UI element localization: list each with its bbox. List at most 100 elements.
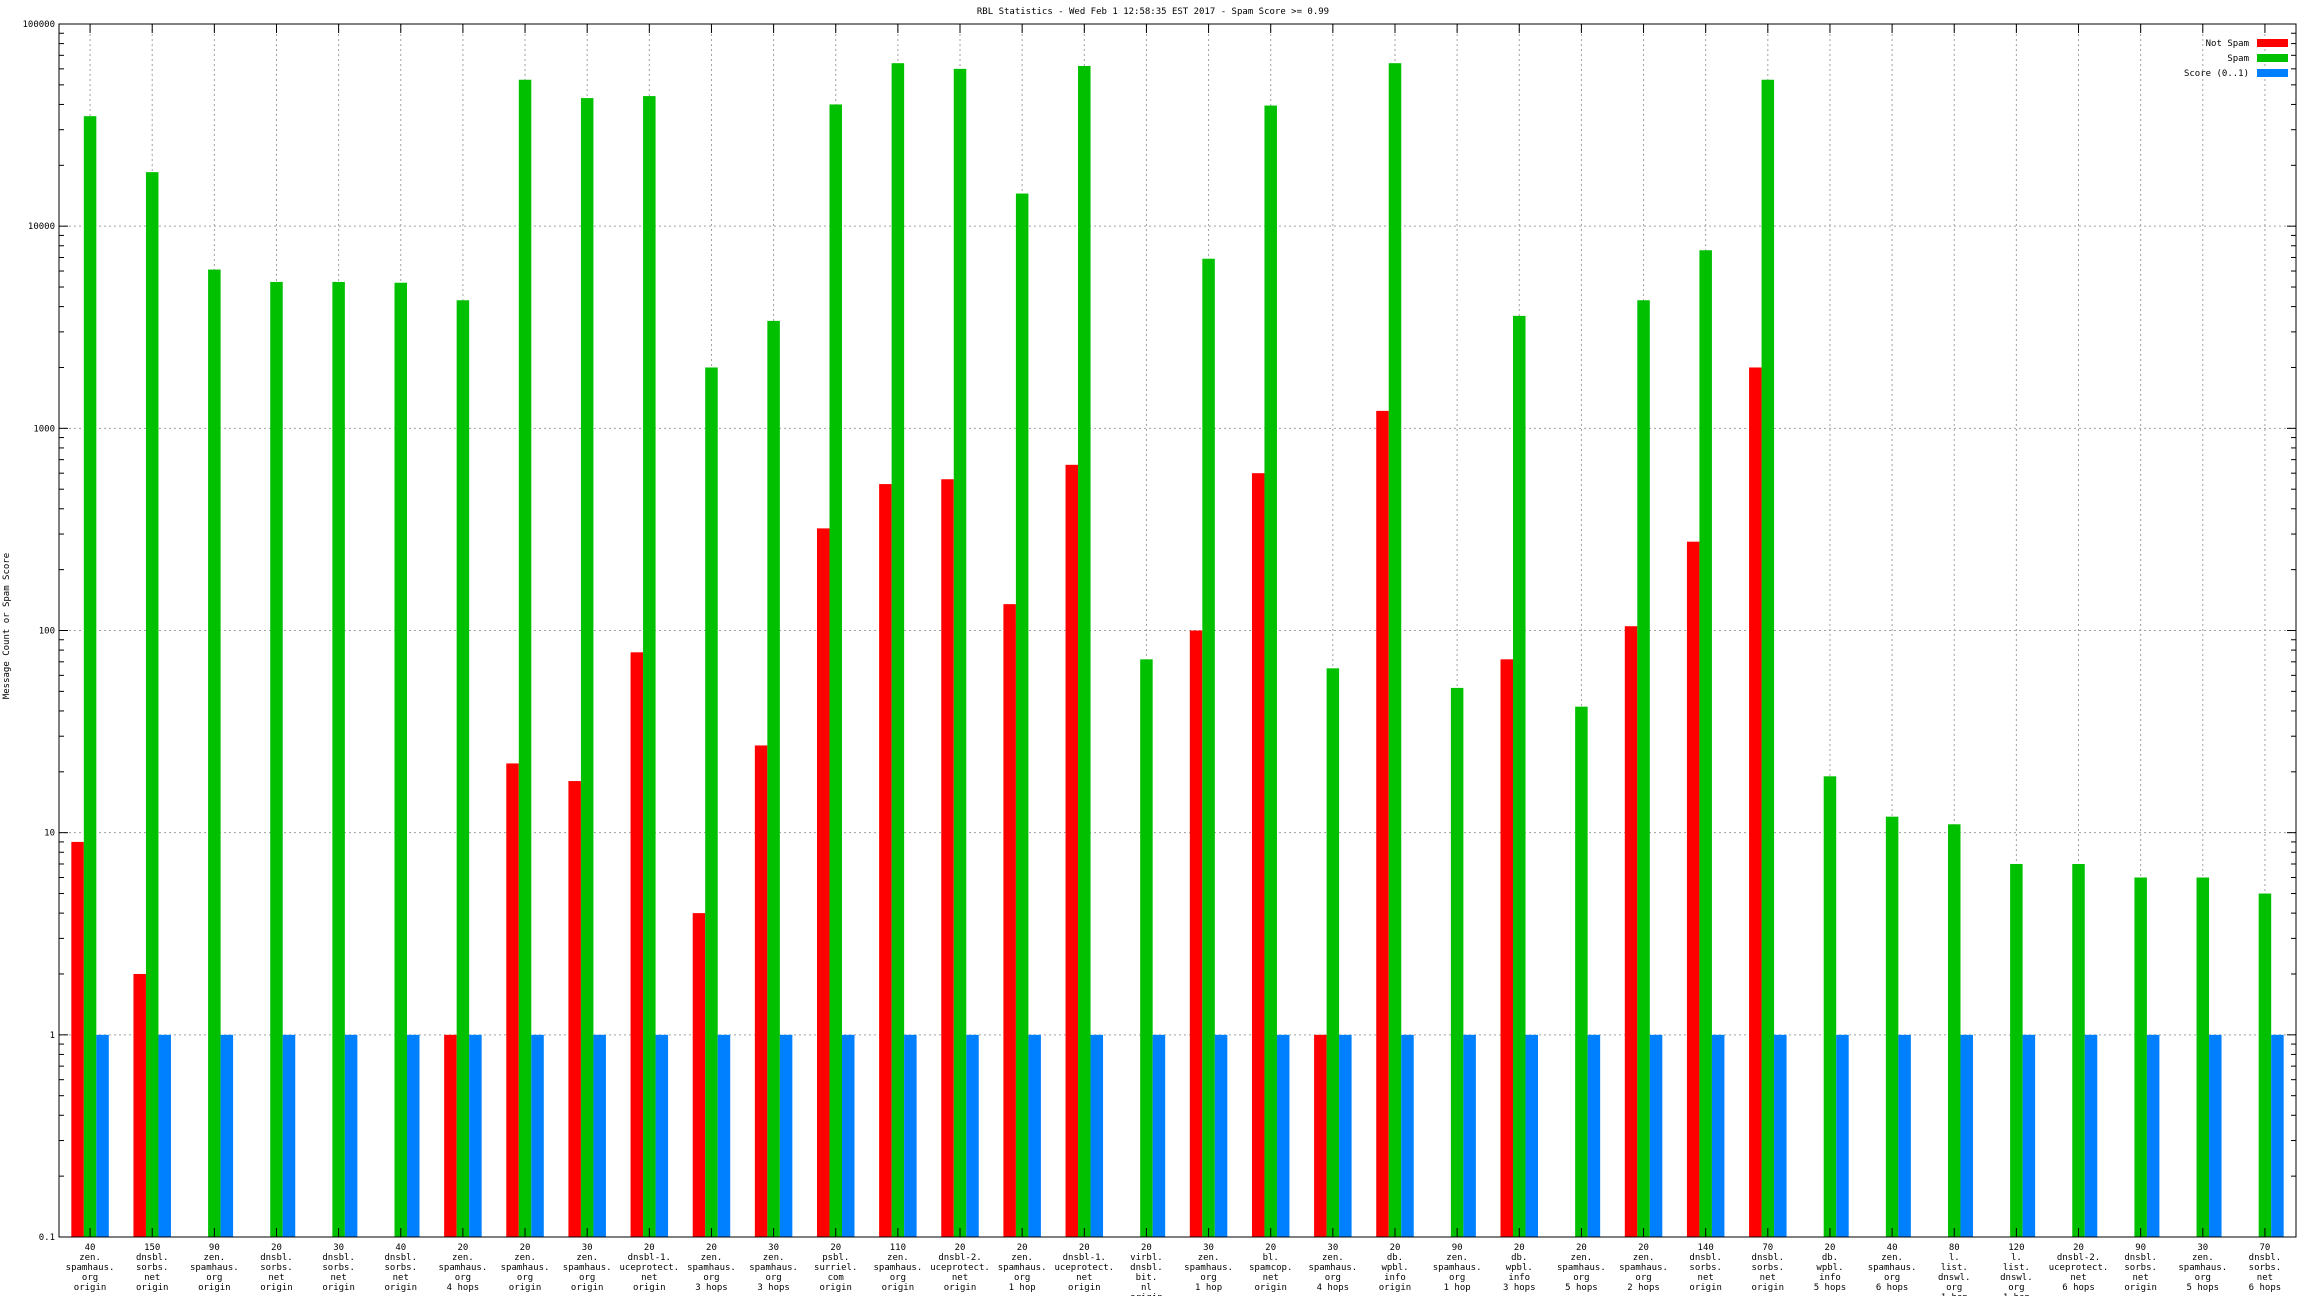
x-category-label: 20 zen. spamhaus. org 5 hops (1557, 1243, 1606, 1293)
bar-spam (1885, 816, 1899, 1237)
y-tick-label: 10000 (28, 222, 55, 232)
bar-not-spam (506, 763, 519, 1237)
y-tick-label: 100 (39, 627, 55, 637)
bar-spam (1264, 105, 1277, 1238)
x-category-label: 150 dnsbl. sorbs. net origin (136, 1243, 169, 1293)
bar-score-0-1 (1339, 1034, 1352, 1237)
bar-spam (1761, 79, 1775, 1238)
x-category-label: 90 zen. spamhaus. org origin (190, 1243, 239, 1293)
bar-score-0-1 (966, 1034, 979, 1237)
legend-label: Not Spam (2206, 39, 2249, 49)
x-category-label: 90 dnsbl. sorbs. net origin (2124, 1243, 2157, 1293)
x-category-label: 40 dnsbl. sorbs. net origin (385, 1243, 418, 1293)
bar-not-spam (1624, 626, 1638, 1237)
bar-score-0-1 (1401, 1034, 1414, 1237)
x-category-label: 70 dnsbl. sorbs. net origin (1752, 1243, 1785, 1293)
bar-not-spam (1003, 604, 1016, 1237)
bar-spam (705, 367, 718, 1237)
bar-spam (2258, 893, 2272, 1237)
bar-not-spam (1500, 659, 1514, 1237)
y-axis-title: Message Count or Spam Score (2, 553, 12, 699)
bar-spam (1326, 668, 1340, 1237)
bar-spam (2134, 877, 2147, 1237)
bar-not-spam (444, 1034, 457, 1237)
bar-not-spam (71, 841, 84, 1237)
bar-score-0-1 (1152, 1034, 1166, 1237)
x-category-label: 30 zen. spamhaus. org 1 hop (1184, 1243, 1233, 1293)
bar-score-0-1 (344, 1034, 358, 1237)
bar-spam (1202, 258, 1215, 1238)
bar-not-spam (1189, 630, 1203, 1237)
bar-score-0-1 (1463, 1034, 1476, 1237)
bar-spam (145, 172, 159, 1237)
x-category-label: 20 db. wpbl. info 5 hops (1814, 1243, 1847, 1293)
bar-score-0-1 (282, 1034, 296, 1237)
y-tick-label: 1 (50, 1031, 55, 1041)
bar-spam (2010, 863, 2023, 1237)
bar-spam (829, 104, 842, 1238)
bar-not-spam (133, 973, 146, 1237)
x-category-label: 90 zen. spamhaus. org 1 hop (1433, 1243, 1482, 1293)
bar-not-spam (1065, 464, 1079, 1237)
y-tick-label: 100000 (22, 20, 55, 30)
x-category-label: 20 psbl. surriel. com origin (814, 1243, 857, 1293)
x-category-label: 20 zen. spamhaus. org 1 hop (998, 1243, 1047, 1293)
x-category-label: 20 bl. spamcop. net origin (1249, 1243, 1292, 1293)
y-axis-ticks: 0.1 1 10 100 1000 10000 100000 (22, 20, 2296, 1243)
bar-spam (767, 320, 780, 1238)
bar-score-0-1 (407, 1034, 420, 1237)
bar-score-0-1 (2022, 1034, 2036, 1237)
x-category-label: 20 zen. spamhaus. org 3 hops (687, 1243, 736, 1293)
bar-spam (394, 282, 408, 1238)
bar-not-spam (816, 528, 830, 1237)
chart-title: RBL Statistics - Wed Feb 1 12:58:35 EST … (977, 7, 1329, 17)
bar-score-0-1 (96, 1034, 109, 1237)
x-category-label: 20 db. wpbl. info 3 hops (1503, 1243, 1536, 1293)
bar-not-spam (692, 913, 706, 1237)
bar-score-0-1 (2271, 1034, 2284, 1237)
x-category-label: 30 zen. spamhaus. org origin (563, 1243, 612, 1293)
x-category-label: 20 zen. spamhaus. org 2 hops (1619, 1243, 1668, 1293)
bar-spam (1140, 659, 1153, 1237)
bar-score-0-1 (655, 1034, 669, 1237)
x-category-label: 20 zen. spamhaus. org 4 hops (439, 1243, 488, 1293)
x-category-label: 30 dnsbl. sorbs. net origin (322, 1243, 355, 1293)
bar-score-0-1 (1587, 1034, 1601, 1237)
bar-score-0-1 (1649, 1034, 1663, 1237)
bar-spam (2072, 863, 2085, 1237)
legend-label: Spam (2227, 54, 2249, 64)
x-category-label: 20 dnsbl-1. uceprotect. net origin (1054, 1243, 1114, 1293)
y-tick-label: 10 (44, 829, 55, 839)
bar-score-0-1 (220, 1034, 234, 1237)
bar-score-0-1 (1525, 1034, 1539, 1237)
x-category-label: 30 zen. spamhaus. org 3 hops (749, 1243, 798, 1293)
bar-spam (580, 98, 594, 1237)
bar-not-spam (1251, 473, 1265, 1238)
x-category-label: 110 zen. spamhaus. org origin (873, 1243, 922, 1293)
bar-not-spam (754, 745, 768, 1237)
bar-spam (891, 63, 905, 1237)
bar-spam (1450, 687, 1464, 1237)
bar-score-0-1 (1836, 1034, 1849, 1237)
bar-score-0-1 (2146, 1034, 2160, 1237)
bar-not-spam (568, 781, 581, 1237)
bar-score-0-1 (158, 1034, 171, 1237)
x-axis-category-labels: 40 zen. spamhaus. org origin 150 dnsbl. sorbs. n… (66, 1243, 2282, 1296)
x-category-label: 40 zen. spamhaus. org origin (66, 1243, 115, 1293)
bar-spam (1078, 65, 1091, 1238)
bar-score-0-1 (2209, 1034, 2222, 1237)
x-category-label: 30 zen. spamhaus. org 5 hops (2178, 1243, 2227, 1293)
x-category-label: 20 db. wpbl. info origin (1379, 1243, 1412, 1293)
bar-score-0-1 (1028, 1034, 1041, 1237)
bar-not-spam (879, 484, 892, 1237)
bar-not-spam (1749, 367, 1762, 1237)
bar-score-0-1 (531, 1034, 544, 1237)
bar-spam (83, 116, 97, 1238)
bar-spam (643, 96, 656, 1237)
bar-score-0-1 (2084, 1034, 2098, 1237)
bar-spam (518, 79, 532, 1238)
y-tick-label: 1000 (33, 424, 55, 434)
x-category-label: 140 dnsbl. sorbs. net origin (1689, 1243, 1722, 1293)
